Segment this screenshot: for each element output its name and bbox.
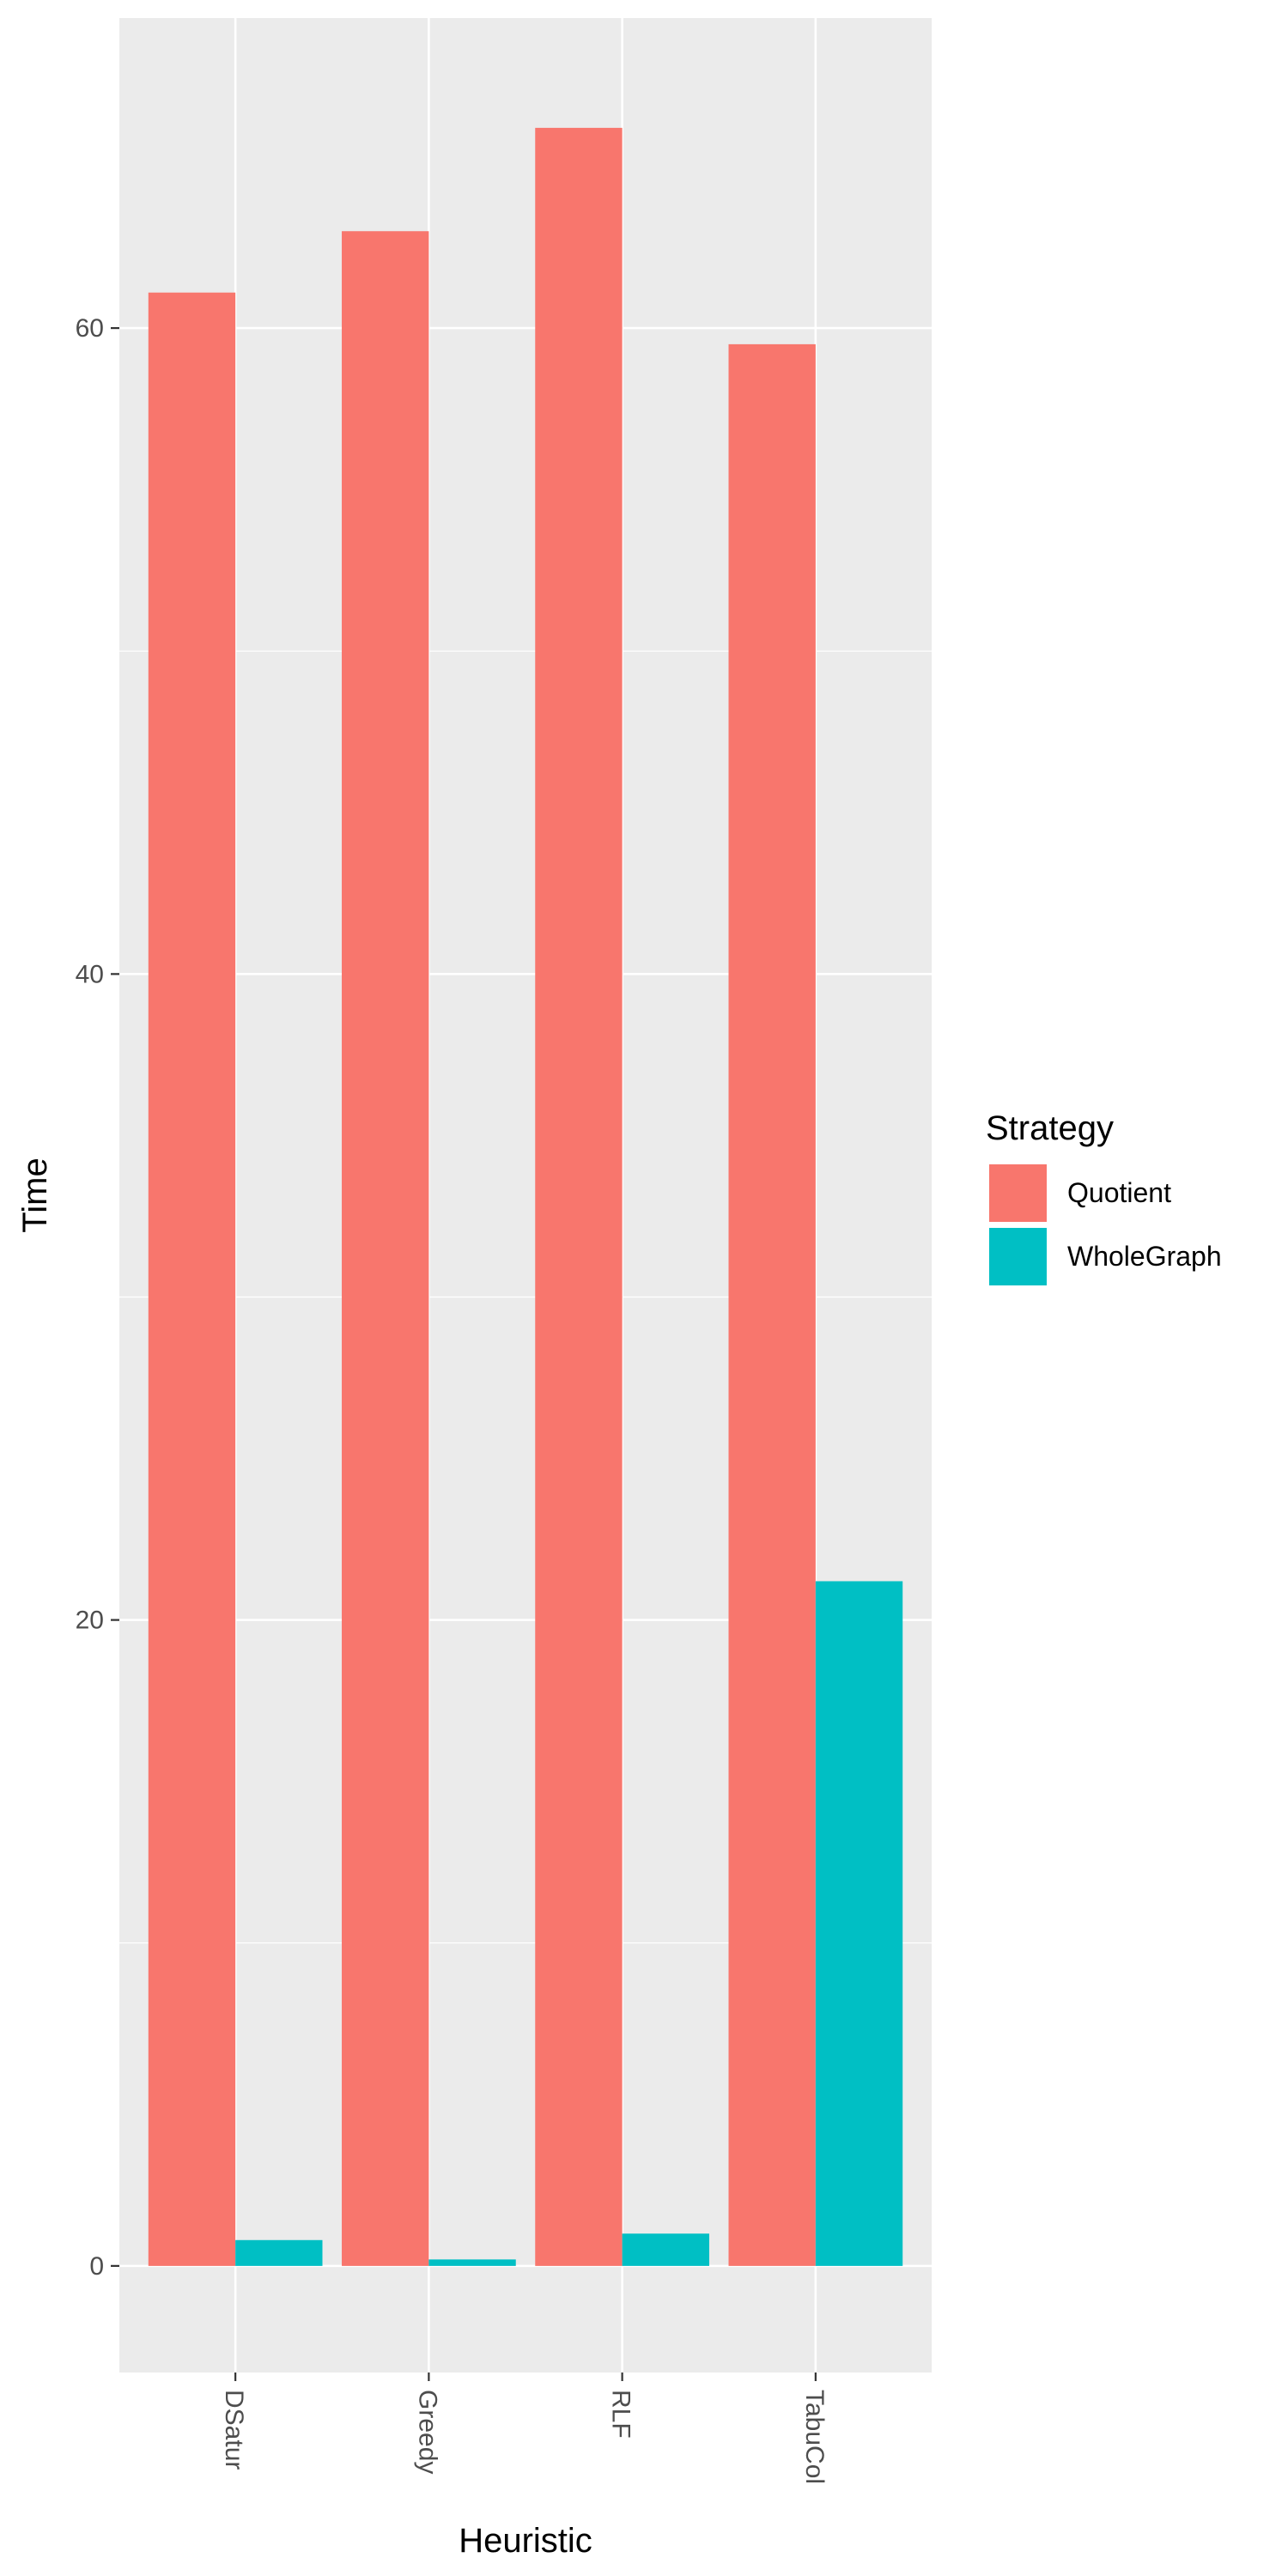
legend: Strategy Quotient WholeGraph: [986, 1109, 1222, 1285]
bar-wholegraph-tabucol: [815, 1581, 903, 2266]
x-tick-label-rlf: RLF: [607, 2390, 635, 2439]
legend-title: Strategy: [986, 1109, 1114, 1147]
x-tick-label-tabucol: TabuCol: [800, 2390, 829, 2484]
bar-wholegraph-rlf: [622, 2233, 709, 2266]
bar-wholegraph-greedy: [428, 2259, 516, 2266]
y-tick-label: 60: [76, 314, 104, 343]
bar-wholegraph-dsatur: [235, 2239, 323, 2266]
bars: [148, 127, 903, 2266]
legend-label-wholegraph: WholeGraph: [1067, 1241, 1222, 1272]
y-axis: 0 20 40 60: [76, 314, 119, 2281]
bar-quotient-dsatur: [148, 292, 236, 2266]
x-tick-label-dsatur: DSatur: [220, 2390, 248, 2470]
y-tick-label: 20: [76, 1607, 104, 1635]
legend-label-quotient: Quotient: [1067, 1177, 1171, 1208]
bar-quotient-greedy: [342, 231, 429, 2266]
x-tick-label-greedy: Greedy: [413, 2390, 441, 2474]
legend-key-wholegraph: [989, 1228, 1047, 1285]
legend-key-quotient: [989, 1164, 1047, 1222]
x-axis-title: Heuristic: [459, 2522, 592, 2560]
y-tick-label: 40: [76, 960, 104, 988]
x-axis: DSatur Greedy RLF TabuCol: [220, 2372, 829, 2484]
bar-quotient-tabucol: [728, 343, 816, 2266]
bar-quotient-rlf: [535, 127, 623, 2266]
y-tick-label: 0: [89, 2252, 104, 2281]
y-axis-title: Time: [16, 1157, 54, 1232]
